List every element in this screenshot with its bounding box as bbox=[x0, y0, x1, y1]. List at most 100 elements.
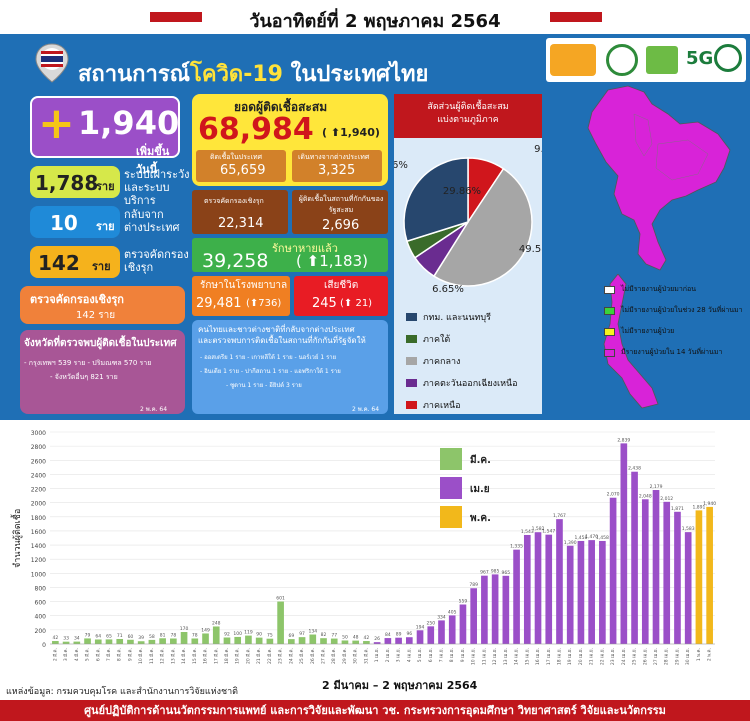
bar bbox=[491, 574, 499, 644]
bar bbox=[277, 601, 284, 644]
thailand-map bbox=[587, 85, 731, 271]
bar-value-label: 2,839 bbox=[617, 437, 630, 443]
bar bbox=[556, 519, 563, 644]
map-legend-item: ไม่มีรายงานผู้ป่วย bbox=[604, 326, 746, 337]
thailand-location-pin-icon bbox=[35, 43, 69, 83]
bar-value-label: 119 bbox=[244, 630, 253, 636]
x-tick-label: 18 มี.ค. bbox=[224, 648, 230, 664]
pie-slice-label: 29.86% bbox=[443, 186, 481, 197]
pie-panel: สัดส่วนผู้ติดเชื้อสะสม แบ่งตามภูมิภาค 9.… bbox=[394, 94, 542, 414]
y-tick-label: 1600 bbox=[31, 529, 46, 536]
bar-value-label: 33 bbox=[63, 636, 69, 642]
bar bbox=[448, 615, 456, 644]
bar bbox=[148, 639, 156, 644]
bar-value-label: 64 bbox=[95, 633, 101, 639]
x-tick-label: 30 มี.ค. bbox=[353, 648, 359, 664]
bar bbox=[534, 532, 542, 644]
legend-swatch bbox=[406, 335, 417, 343]
bar bbox=[309, 634, 317, 644]
bar-value-label: 170 bbox=[180, 626, 189, 632]
x-tick-label: 8 เม.ย. bbox=[449, 648, 455, 662]
returnees-label: กลับจาก ต่างประเทศ bbox=[124, 208, 180, 234]
x-tick-label: 20 เม.ย. bbox=[578, 648, 584, 665]
x-tick-label: 27 เม.ย. bbox=[653, 648, 659, 665]
bar bbox=[373, 642, 381, 644]
province-box: จังหวัดที่ตรวจพบผู้ติดเชื้อในประเทศ - กร… bbox=[20, 330, 185, 414]
bar-value-label: 2,438 bbox=[628, 466, 641, 472]
bar-value-label: 334 bbox=[437, 614, 446, 620]
pie-legend: กทม. และนนทบุรี ภาคใต้ ภาคกลาง ภาคตะวันออกเ… bbox=[406, 310, 518, 420]
bar-value-label: 39 bbox=[138, 635, 144, 641]
quarantine-box: ผู้ติดเชื้อในสถานที่กักกันของรัฐสะสม 2,6… bbox=[292, 190, 388, 234]
bar bbox=[352, 640, 360, 644]
hospital-label: รักษาในโรงพยาบาล bbox=[200, 280, 288, 291]
domestic-box: ติดเชื้อในประเทศ 65,659 bbox=[196, 150, 286, 182]
x-tick-label: 15 เม.ย. bbox=[524, 648, 530, 665]
x-tick-label: 26 เม.ย. bbox=[642, 648, 648, 665]
bar-value-label: 42 bbox=[52, 635, 58, 641]
bar-value-label: 601 bbox=[276, 596, 285, 602]
bar bbox=[513, 549, 520, 644]
returnees-value: 10 bbox=[50, 211, 78, 235]
x-tick-label: 23 มี.ค. bbox=[278, 648, 284, 664]
bar bbox=[137, 641, 145, 644]
map-legend: ไม่มีรายงานผู้ป่วยมาก่อน ไม่มีรายงานผู้ป่… bbox=[604, 284, 746, 368]
new-cases-value: 1,940 bbox=[78, 104, 180, 142]
pie-slice-label: 4.56% bbox=[394, 160, 408, 171]
cumulative-delta: ( ⬆1,940) bbox=[322, 126, 380, 139]
travel-box: คนไทยและชาวต่างชาติที่กลับจากต่างประเทศ … bbox=[192, 320, 388, 414]
new-cases-label: เพิ่มขึ้นวันนี้ bbox=[136, 145, 170, 176]
daily-cases-bar-chart: 0 200 400 600 800 1000 1200 1400 1600 1800 2000 220… bbox=[10, 430, 716, 665]
title-part1: สถานการณ์ bbox=[78, 62, 191, 87]
bar-value-label: 84 bbox=[385, 632, 391, 638]
legend-label: ภาคตะวันออกเฉียงเหนือ bbox=[423, 379, 518, 389]
plus-icon: + bbox=[38, 98, 75, 149]
bar bbox=[84, 638, 91, 644]
title-part2: ในประเทศไทย bbox=[282, 62, 429, 87]
x-tick-label: 25 มี.ค. bbox=[299, 648, 305, 664]
bar bbox=[223, 637, 231, 644]
bar bbox=[620, 443, 628, 644]
pie-legend-item: ภาคเหนือ bbox=[406, 398, 518, 412]
proactive-box: ตรวจคัดกรองเชิงรุก 142 ราย bbox=[20, 286, 185, 324]
hospital-box: รักษาในโรงพยาบาล 29,481 (⬆736) bbox=[192, 276, 290, 316]
travel-line-3: - ซูดาน 1 ราย - อียิปต์ 3 ราย bbox=[226, 382, 302, 389]
x-tick-label: 21 เม.ย. bbox=[589, 648, 595, 665]
bar bbox=[405, 637, 413, 644]
bar bbox=[609, 497, 617, 644]
bar-value-label: 1,458 bbox=[574, 535, 587, 541]
x-tick-label: 26 มี.ค. bbox=[310, 648, 316, 664]
province-title: จังหวัดที่ตรวจพบผู้ติดเชื้อในประเทศ bbox=[24, 338, 177, 349]
domestic-value: 65,659 bbox=[220, 163, 266, 178]
logo-strip: 5G bbox=[546, 38, 746, 82]
x-tick-label: 9 มี.ค. bbox=[127, 648, 133, 661]
y-tick-label: 1200 bbox=[31, 557, 46, 564]
y-tick-label: 800 bbox=[35, 585, 47, 592]
x-tick-label: 22 มี.ค. bbox=[267, 648, 273, 664]
x-tick-label: 27 มี.ค. bbox=[321, 648, 327, 664]
x-tick-label: 20 มี.ค. bbox=[245, 648, 251, 664]
logo-nrct-icon bbox=[646, 46, 678, 74]
y-tick-label: 1800 bbox=[31, 515, 46, 522]
legend-label: ภาคเหนือ bbox=[423, 401, 461, 411]
bar bbox=[266, 638, 274, 644]
logo-ddc-icon bbox=[714, 44, 742, 72]
map-legend-item: ไม่มีรายงานผู้ป่วยในช่วง 28 วันที่ผ่านมา bbox=[604, 305, 746, 316]
y-tick-label: 2600 bbox=[31, 458, 46, 465]
bar bbox=[459, 604, 467, 644]
surveillance-unit: ราย bbox=[96, 180, 115, 193]
x-tick-label: 29 มี.ค. bbox=[342, 648, 348, 664]
bar-value-label: 89 bbox=[396, 632, 402, 638]
legend-label: กทม. และนนทบุรี bbox=[423, 313, 491, 323]
bar-value-label: 79 bbox=[85, 632, 91, 638]
bar-value-label: 134 bbox=[308, 629, 317, 635]
bar bbox=[588, 540, 595, 644]
bar-value-label: 1,335 bbox=[510, 544, 523, 550]
bar-value-label: 1,582 bbox=[532, 526, 545, 532]
x-tick-label: 19 เม.ย. bbox=[567, 648, 573, 665]
bar-value-label: 1,871 bbox=[671, 506, 684, 512]
x-tick-label: 21 มี.ค. bbox=[256, 648, 262, 664]
x-tick-label: 14 เม.ย. bbox=[514, 648, 520, 665]
x-tick-label: 10 เม.ย. bbox=[471, 648, 477, 665]
x-tick-label: 4 มี.ค. bbox=[74, 648, 80, 661]
